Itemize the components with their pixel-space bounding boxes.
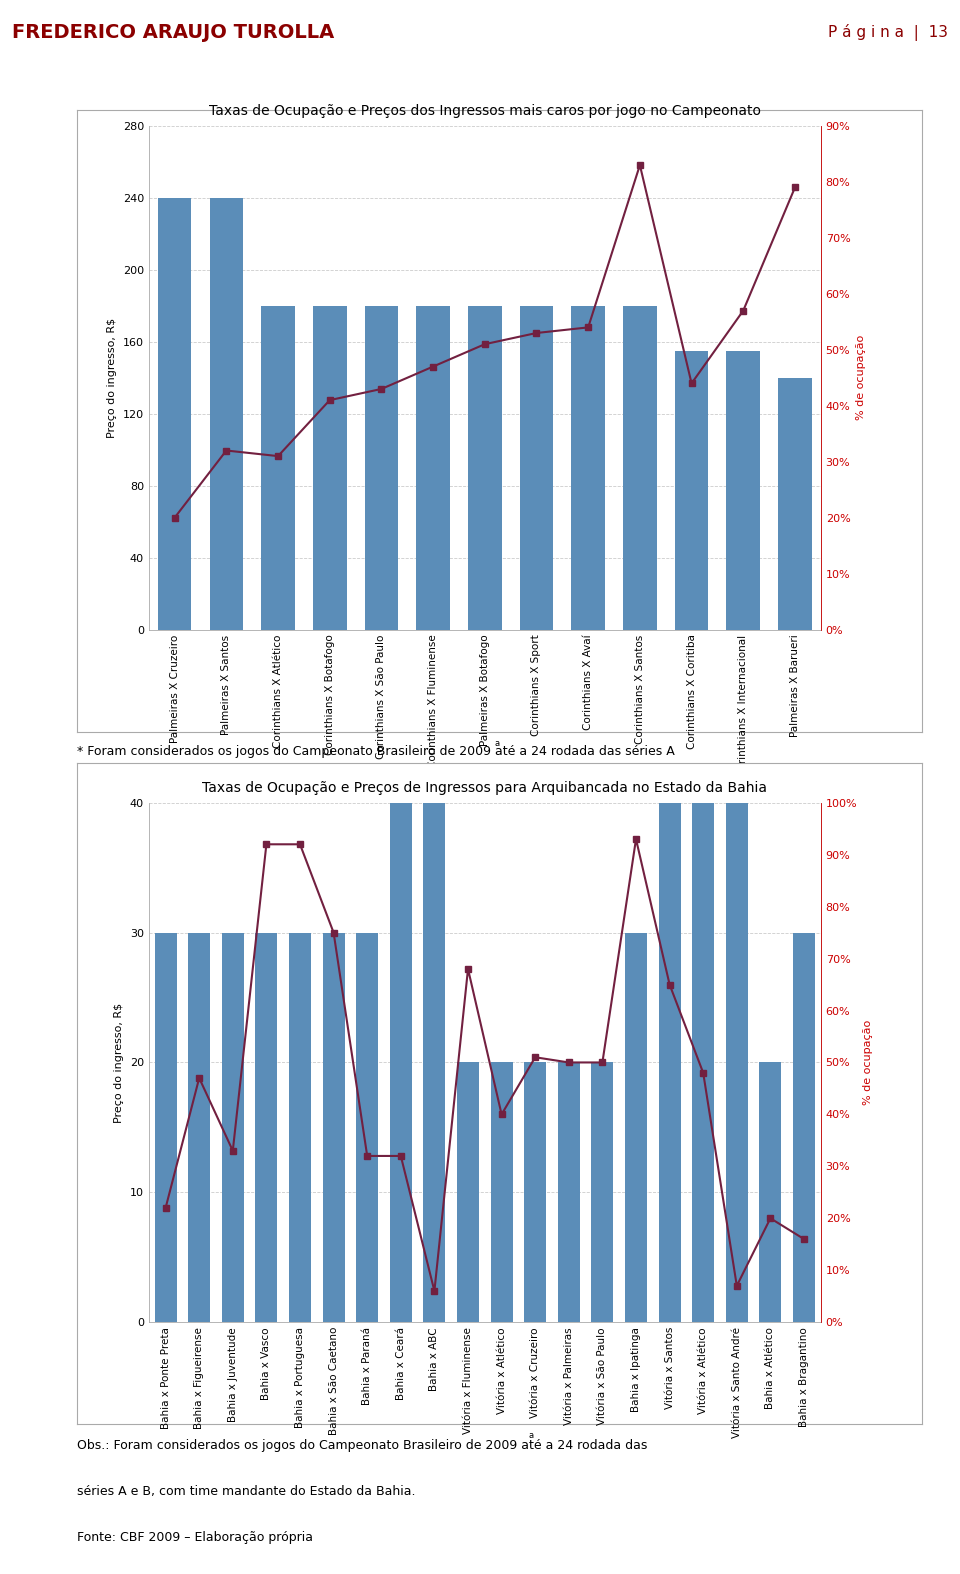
Bar xyxy=(558,1062,580,1322)
Bar xyxy=(779,378,812,630)
Y-axis label: % de ocupação: % de ocupação xyxy=(856,335,866,420)
Bar xyxy=(365,305,398,630)
Text: Obs.: Foram considerados os jogos do Campeonato Brasileiro de 2009 até a 24 roda: Obs.: Foram considerados os jogos do Cam… xyxy=(77,1439,647,1451)
Text: * Foram considerados os jogos do Campeonato Brasileiro de 2009 até a 24 rodada d: * Foram considerados os jogos do Campeon… xyxy=(77,745,675,759)
Bar xyxy=(313,305,347,630)
Bar xyxy=(255,932,277,1322)
Bar xyxy=(209,198,243,630)
Bar xyxy=(323,932,345,1322)
Bar xyxy=(623,305,657,630)
Bar xyxy=(155,932,177,1322)
Text: a: a xyxy=(495,738,500,748)
Bar xyxy=(356,932,378,1322)
Y-axis label: Preço do ingresso, R$: Preço do ingresso, R$ xyxy=(108,318,117,438)
Bar xyxy=(457,1062,479,1322)
Text: FREDERICO ARAUJO TUROLLA: FREDERICO ARAUJO TUROLLA xyxy=(12,24,334,42)
Bar xyxy=(675,351,708,630)
Text: a: a xyxy=(529,1431,534,1440)
Bar xyxy=(423,803,445,1322)
Bar xyxy=(759,1062,781,1322)
Bar xyxy=(222,932,244,1322)
Title: Taxas de Ocupação e Preços de Ingressos para Arquibancada no Estado da Bahia: Taxas de Ocupação e Preços de Ingressos … xyxy=(203,781,767,795)
Bar xyxy=(524,1062,546,1322)
Bar xyxy=(491,1062,513,1322)
Title: Taxas de Ocupação e Preços dos Ingressos mais caros por jogo no Campeonato: Taxas de Ocupação e Preços dos Ingressos… xyxy=(209,104,760,118)
Bar xyxy=(726,803,748,1322)
Bar xyxy=(591,1062,613,1322)
Text: e B: e B xyxy=(77,784,97,796)
Text: P á g i n a  |  13: P á g i n a | 13 xyxy=(828,24,948,41)
Bar xyxy=(261,305,295,630)
Bar xyxy=(188,932,210,1322)
Bar xyxy=(519,305,553,630)
Bar xyxy=(692,803,714,1322)
Text: séries A e B, com time mandante do Estado da Bahia.: séries A e B, com time mandante do Estad… xyxy=(77,1486,416,1498)
Y-axis label: Preço do ingresso, R$: Preço do ingresso, R$ xyxy=(114,1003,124,1122)
Y-axis label: % de ocupação: % de ocupação xyxy=(863,1020,873,1105)
Bar xyxy=(157,198,191,630)
Bar xyxy=(727,351,760,630)
Bar xyxy=(289,932,311,1322)
Bar xyxy=(659,803,681,1322)
Bar xyxy=(793,932,815,1322)
Text: Fonte: CBF 2009 – Elaboração própria: Fonte: CBF 2009 – Elaboração própria xyxy=(77,1530,313,1544)
Bar xyxy=(468,305,501,630)
Bar xyxy=(390,803,412,1322)
Text: Fonte: CBF 2009 – Elaboração própria: Fonte: CBF 2009 – Elaboração própria xyxy=(77,828,313,841)
Bar xyxy=(625,932,647,1322)
Bar xyxy=(417,305,450,630)
Bar xyxy=(571,305,605,630)
